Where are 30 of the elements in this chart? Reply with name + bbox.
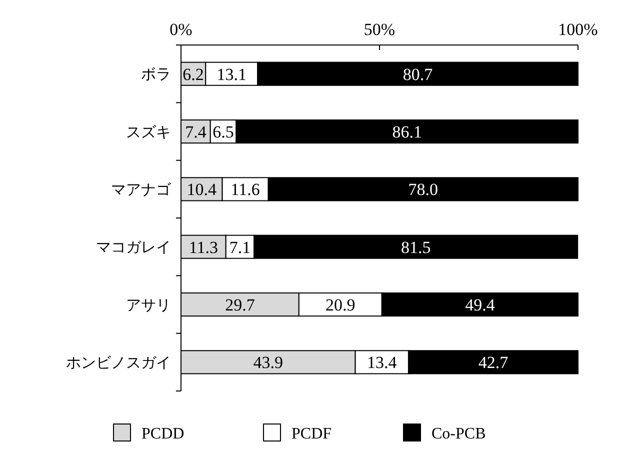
- data-label: 78.0: [408, 180, 438, 200]
- x-tick-label: 100%: [558, 20, 598, 39]
- data-label: 13.1: [216, 64, 246, 84]
- x-tick-label: 50%: [364, 20, 396, 39]
- data-label: 80.7: [402, 64, 434, 84]
- y-tick-label: ホンビノスガイ: [66, 355, 171, 372]
- data-label: 43.9: [253, 353, 284, 372]
- y-tick-label: マアナゴ: [111, 181, 172, 198]
- data-label: 6.5: [212, 122, 234, 142]
- legend-label: PCDF: [292, 426, 332, 443]
- data-label: 81.5: [400, 238, 431, 257]
- y-tick-label: スズキ: [126, 124, 171, 141]
- y-tick-label: マコガレイ: [96, 240, 171, 256]
- x-tick-label: 0%: [170, 20, 192, 39]
- data-label: 20.9: [326, 295, 356, 314]
- data-label: 10.4: [186, 180, 218, 200]
- data-label: 13.4: [367, 353, 398, 372]
- data-label: 6.2: [182, 64, 204, 84]
- data-label: 29.7: [225, 295, 256, 314]
- y-tick-label: アサリ: [126, 298, 171, 314]
- data-label: 49.4: [465, 295, 496, 314]
- data-label: 7.1: [229, 238, 251, 257]
- data-label: 11.6: [230, 180, 260, 200]
- legend-label: PCDD: [142, 426, 184, 443]
- data-label: 42.7: [478, 353, 509, 372]
- legend-label: Co-PCB: [432, 426, 486, 443]
- y-tick-label: ボラ: [141, 67, 171, 84]
- data-label: 7.4: [185, 122, 207, 142]
- data-label: 11.3: [188, 238, 218, 257]
- data-label: 86.1: [392, 122, 422, 142]
